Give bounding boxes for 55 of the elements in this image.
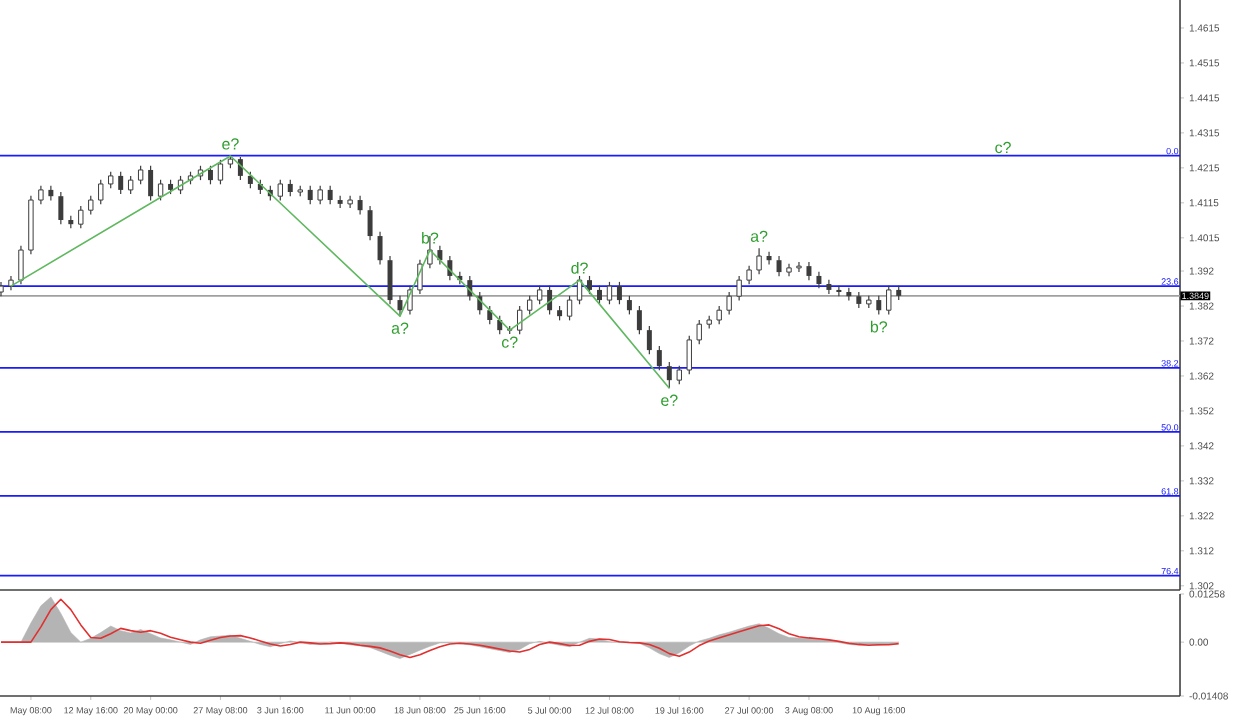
candlestick — [846, 287, 852, 302]
candlestick — [58, 191, 64, 225]
candlestick — [646, 325, 652, 355]
candlestick — [98, 179, 104, 205]
candlestick — [277, 179, 283, 201]
candlestick — [886, 285, 892, 316]
candlestick — [566, 295, 573, 321]
candlestick — [387, 255, 393, 305]
candlestick — [836, 285, 842, 297]
candlestick — [766, 251, 772, 265]
candlestick — [587, 275, 592, 295]
candlestick — [686, 335, 692, 375]
candlestick — [596, 285, 602, 305]
candlestick — [137, 165, 144, 185]
candlestick — [746, 265, 752, 285]
candlestick — [516, 305, 523, 335]
candlestick — [148, 165, 154, 201]
candlestick — [536, 285, 543, 305]
candlestick — [377, 231, 383, 265]
candlestick — [666, 361, 672, 389]
candlestick — [796, 261, 802, 273]
candlestick — [876, 295, 882, 316]
candlestick — [367, 205, 373, 241]
line-series — [10, 155, 671, 389]
candlestick — [357, 195, 363, 215]
candlestick — [696, 319, 702, 345]
candlestick — [756, 247, 762, 275]
candlestick — [397, 295, 403, 317]
candlestick — [207, 165, 213, 185]
candlestick — [337, 195, 343, 209]
candlestick — [676, 365, 682, 385]
candlestick — [307, 185, 313, 205]
candlestick — [78, 205, 84, 229]
candlestick — [636, 305, 642, 335]
candlestick — [776, 255, 782, 277]
candlestick — [626, 295, 632, 316]
candlestick — [127, 175, 134, 195]
candlestick — [526, 295, 533, 316]
candlestick — [656, 345, 662, 371]
candlestick — [118, 171, 124, 195]
candlestick — [88, 195, 94, 215]
candlestick — [606, 281, 613, 305]
candlestick — [327, 185, 333, 205]
candlestick — [726, 291, 732, 316]
candlestick — [217, 159, 224, 185]
candlestick — [736, 275, 742, 302]
candlestick — [157, 179, 164, 201]
candlestick — [487, 305, 493, 325]
candlestick — [826, 279, 832, 295]
candlestick — [806, 261, 812, 281]
candlestick — [38, 185, 44, 205]
candlestick — [716, 305, 722, 325]
candlestick — [317, 185, 323, 205]
candlestick — [616, 281, 622, 305]
candlestick — [18, 245, 24, 285]
